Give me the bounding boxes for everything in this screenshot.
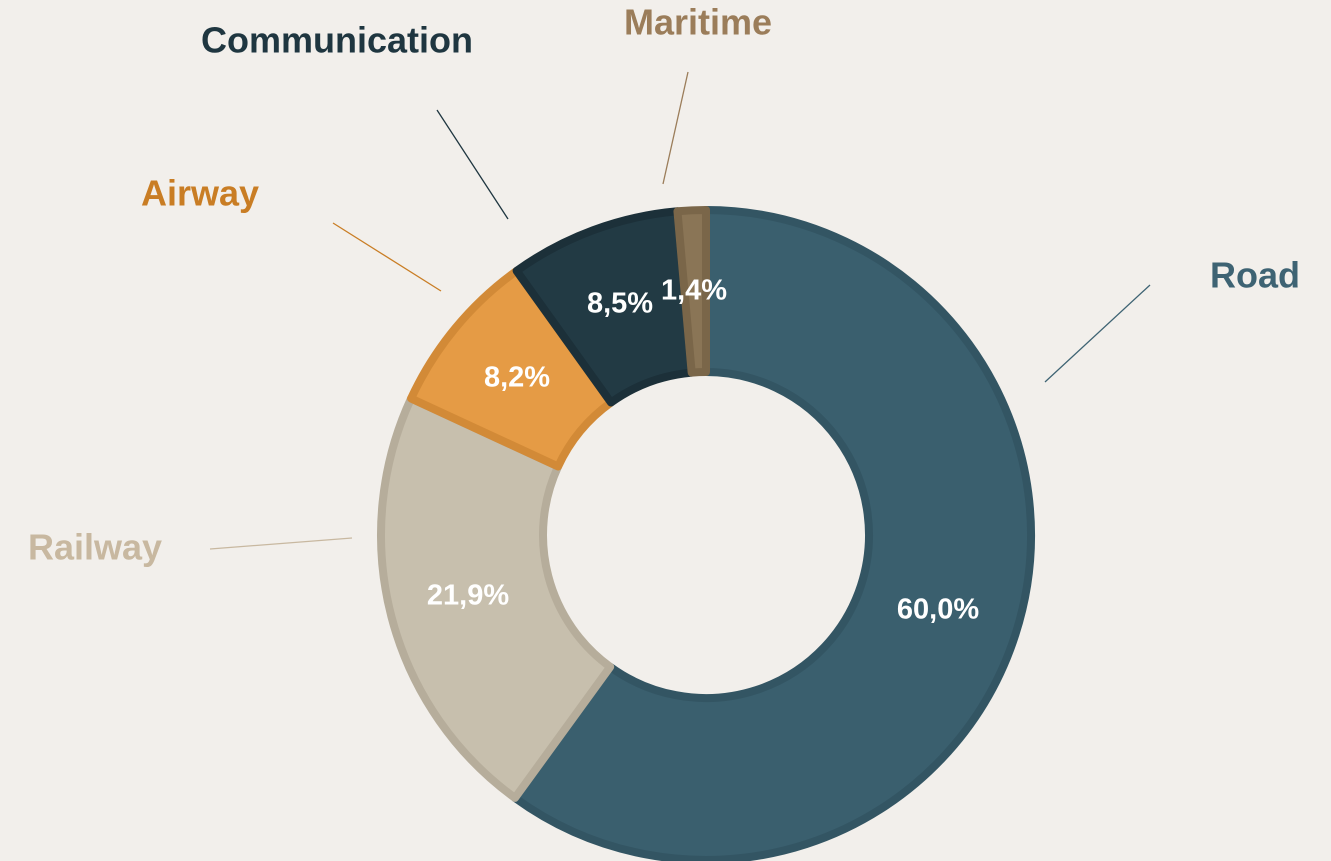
- category-label: Maritime: [624, 2, 772, 43]
- leader-line: [1044, 284, 1151, 383]
- value-label: 1,4%: [661, 275, 727, 307]
- donut-slice: [673, 206, 710, 377]
- value-label: 8,2%: [484, 362, 550, 394]
- leader-line: [209, 537, 353, 550]
- value-label: 21,9%: [427, 580, 509, 612]
- leader-line: [332, 222, 442, 292]
- value-label: 8,5%: [587, 288, 653, 320]
- leader-line: [662, 71, 689, 185]
- leader-line: [436, 109, 509, 220]
- category-label: Airway: [141, 173, 259, 214]
- donut-slice: [510, 206, 1035, 861]
- value-label: 60,0%: [897, 594, 979, 626]
- category-label: Road: [1210, 255, 1300, 296]
- donut-slice: [377, 394, 615, 802]
- category-label: Communication: [201, 20, 473, 61]
- category-label: Railway: [28, 527, 162, 568]
